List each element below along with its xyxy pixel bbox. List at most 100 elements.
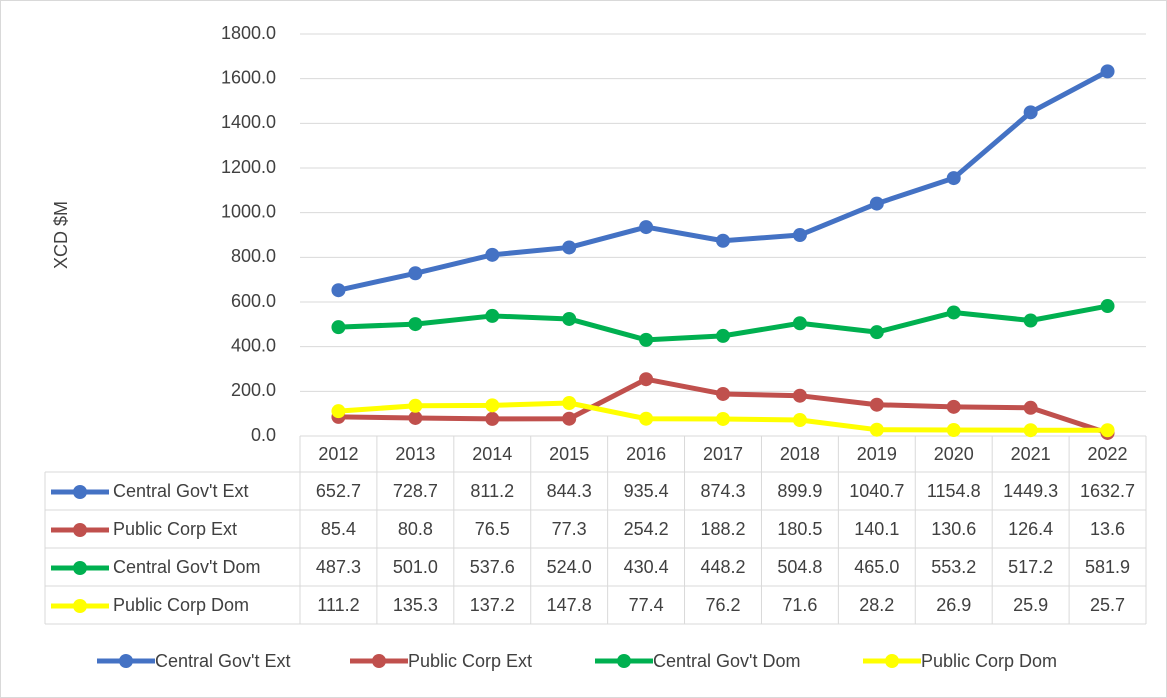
y-tick-label: 800.0 bbox=[231, 246, 276, 266]
data-point bbox=[946, 305, 961, 320]
table-row-label: Central Gov't Ext bbox=[113, 481, 248, 501]
x-tick-label: 2019 bbox=[857, 444, 897, 464]
data-point bbox=[869, 422, 884, 437]
table-value: 1040.7 bbox=[849, 481, 904, 501]
table-value: 487.3 bbox=[316, 557, 361, 577]
data-point bbox=[792, 413, 807, 428]
data-point bbox=[716, 328, 730, 343]
table-value: 71.6 bbox=[782, 595, 817, 615]
data-point bbox=[1100, 423, 1115, 438]
data-point bbox=[639, 411, 654, 426]
x-tick-label: 2020 bbox=[934, 444, 974, 464]
table-value: 1449.3 bbox=[1003, 481, 1058, 501]
data-point bbox=[946, 399, 961, 414]
data-point bbox=[869, 397, 884, 412]
data-point bbox=[485, 411, 500, 426]
table-value: 85.4 bbox=[321, 519, 356, 539]
legend-marker bbox=[73, 485, 87, 499]
data-point bbox=[792, 316, 807, 331]
table-row-label: Public Corp Ext bbox=[113, 519, 237, 539]
table-value: 465.0 bbox=[854, 557, 899, 577]
data-point bbox=[485, 398, 500, 413]
table-value: 448.2 bbox=[700, 557, 745, 577]
y-axis-label: XCD $M bbox=[51, 201, 71, 269]
data-point bbox=[331, 320, 346, 335]
table-value: 517.2 bbox=[1008, 557, 1053, 577]
y-tick-label: 1400.0 bbox=[221, 112, 276, 132]
data-point bbox=[716, 386, 730, 401]
table-value: 147.8 bbox=[547, 595, 592, 615]
y-tick-label: 200.0 bbox=[231, 380, 276, 400]
y-tick-label: 1000.0 bbox=[221, 201, 276, 221]
data-point bbox=[408, 398, 423, 413]
data-point bbox=[485, 247, 500, 262]
table-value: 553.2 bbox=[931, 557, 976, 577]
legend-marker bbox=[119, 654, 133, 668]
legend-marker bbox=[372, 654, 386, 668]
table-value: 80.8 bbox=[398, 519, 433, 539]
legend-marker bbox=[885, 654, 899, 668]
data-point bbox=[408, 317, 423, 332]
legend-label: Central Gov't Dom bbox=[653, 651, 800, 671]
table-value: 25.7 bbox=[1090, 595, 1125, 615]
data-point bbox=[408, 266, 423, 281]
table-value: 899.9 bbox=[777, 481, 822, 501]
table-value: 130.6 bbox=[931, 519, 976, 539]
x-tick-label: 2017 bbox=[703, 444, 743, 464]
data-point bbox=[485, 308, 500, 323]
table-row-label: Central Gov't Dom bbox=[113, 557, 260, 577]
x-tick-label: 2018 bbox=[780, 444, 820, 464]
table-value: 140.1 bbox=[854, 519, 899, 539]
table-value: 537.6 bbox=[470, 557, 515, 577]
table-value: 652.7 bbox=[316, 481, 361, 501]
data-point bbox=[716, 233, 730, 248]
data-point bbox=[562, 395, 577, 410]
data-point bbox=[408, 410, 423, 425]
table-value: 501.0 bbox=[393, 557, 438, 577]
data-point bbox=[562, 240, 577, 255]
table-value: 137.2 bbox=[470, 595, 515, 615]
x-tick-label: 2021 bbox=[1011, 444, 1051, 464]
legend-marker bbox=[73, 599, 87, 613]
legend-marker bbox=[73, 523, 87, 537]
legend-label: Public Corp Ext bbox=[408, 651, 532, 671]
table-value: 77.3 bbox=[552, 519, 587, 539]
data-point bbox=[1023, 400, 1038, 415]
table-value: 524.0 bbox=[547, 557, 592, 577]
data-point bbox=[562, 411, 577, 426]
legend-marker bbox=[73, 561, 87, 575]
table-value: 811.2 bbox=[470, 481, 514, 501]
data-point bbox=[1023, 423, 1038, 438]
data-point bbox=[639, 372, 654, 387]
table-value: 180.5 bbox=[777, 519, 822, 539]
data-point bbox=[792, 228, 807, 243]
data-point bbox=[1023, 105, 1038, 120]
y-tick-label: 1800.0 bbox=[221, 23, 276, 43]
y-tick-label: 1600.0 bbox=[221, 67, 276, 87]
x-tick-label: 2012 bbox=[318, 444, 358, 464]
table-value: 874.3 bbox=[700, 481, 745, 501]
table-value: 728.7 bbox=[393, 481, 438, 501]
data-point bbox=[562, 311, 577, 326]
table-value: 77.4 bbox=[629, 595, 664, 615]
table-value: 844.3 bbox=[547, 481, 592, 501]
data-point bbox=[716, 411, 730, 426]
x-tick-label: 2022 bbox=[1088, 444, 1128, 464]
data-point bbox=[639, 220, 654, 235]
table-value: 135.3 bbox=[393, 595, 438, 615]
data-point bbox=[639, 332, 654, 347]
table-value: 254.2 bbox=[624, 519, 669, 539]
table-value: 25.9 bbox=[1013, 595, 1048, 615]
table-row-label: Public Corp Dom bbox=[113, 595, 249, 615]
table-value: 28.2 bbox=[859, 595, 894, 615]
legend-marker bbox=[617, 654, 631, 668]
data-point bbox=[869, 325, 884, 340]
table-value: 126.4 bbox=[1008, 519, 1053, 539]
data-point bbox=[946, 422, 961, 437]
table-value: 1632.7 bbox=[1080, 481, 1135, 501]
data-point bbox=[869, 196, 884, 211]
table-value: 581.9 bbox=[1085, 557, 1130, 577]
table-value: 26.9 bbox=[936, 595, 971, 615]
